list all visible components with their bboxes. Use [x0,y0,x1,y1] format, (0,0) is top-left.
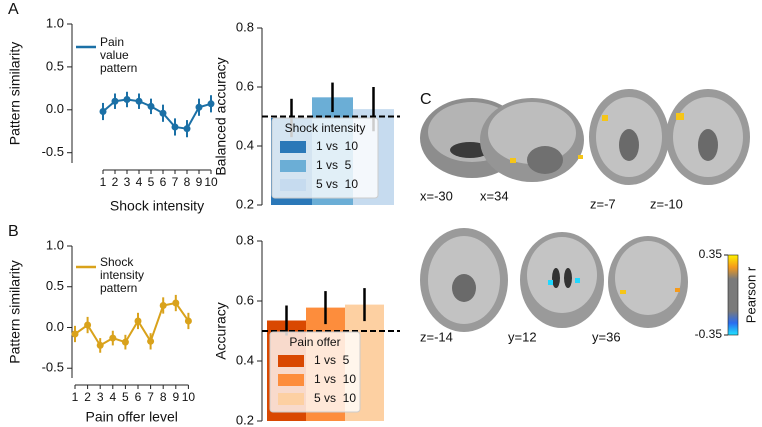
slice-label: z=-14 [420,329,453,344]
point [147,102,155,110]
legend-box: Shock intensity pattern [100,256,145,295]
point [109,334,117,342]
legend-swatch [280,141,306,153]
point [172,299,180,307]
x-tick-label: 9 [196,175,203,189]
point [84,321,92,329]
legend-label: 5 vs 10 [314,391,356,405]
x-tick-label: 5 [122,390,129,404]
legend-swatch [278,393,304,405]
y-tick-label: 0.6 [236,292,254,307]
point [184,317,192,325]
y-tick-label: -0.5 [42,360,64,375]
x-tick-label: 8 [160,390,167,404]
point [71,330,79,338]
legend-label: 1 vs 10 [316,139,358,153]
point [147,337,155,345]
x-tick-label: 3 [97,390,104,404]
x-tick-label: 7 [147,390,154,404]
series-line [102,98,212,130]
point [111,97,119,105]
y-axis-label: Accuracy [213,302,229,360]
panel-label: B [8,223,19,240]
x-tick-label: 1 [100,175,107,189]
point [207,100,215,108]
y-tick-label: 0.2 [236,412,254,427]
y-tick-label: 1.0 [46,237,64,252]
slice-label: z=-7 [590,196,616,211]
y-tick-label: 0.8 [236,19,254,34]
x-tick-label: 3 [124,175,131,189]
legend-box [271,117,379,199]
colorbar-tick-label: 0.35 [699,247,723,261]
slice-label: x=-30 [420,188,453,203]
panel-label: C [420,91,432,108]
point [96,341,104,349]
y-tick-label: 0.2 [236,196,254,211]
legend-box [269,331,361,413]
point [195,103,203,111]
legend-title: Pain offer [289,335,340,349]
point [99,108,107,116]
point [171,123,179,131]
y-axis-label: Pattern similarity [7,260,23,363]
x-tick-label: 10 [182,390,196,404]
legend-label: 1 vs 5 [316,158,352,172]
x-tick-label: 8 [184,175,191,189]
x-tick-label: 6 [135,390,142,404]
series-line [74,301,190,347]
panel-label: A [8,1,19,18]
colorbar-tick-label: -0.35 [695,327,723,341]
x-tick-label: 4 [109,390,116,404]
slice-label: z=-10 [650,196,683,211]
point [134,317,142,325]
legend-label: Pain value pattern [100,36,138,75]
legend-label: 5 vs 10 [316,177,358,191]
y-axis-label: Balanced accuracy [213,57,229,175]
y-tick-label: 0.8 [236,232,254,247]
brain-images [420,89,750,336]
legend-label: Shock intensity pattern [100,256,145,295]
x-tick-label: 6 [160,175,167,189]
legend-label: 1 vs 5 [314,353,350,367]
point [159,109,167,117]
slice-label: x=34 [480,188,509,203]
x-tick-label: 7 [172,175,179,189]
slice-label: y=12 [508,329,537,344]
point [123,96,131,104]
legend-swatch [278,374,304,386]
point [121,338,129,346]
y-tick-label: 0.5 [46,278,64,293]
point [183,125,191,133]
slice-label: y=36 [592,329,621,344]
legend-swatch [280,160,306,172]
colorbar-label: Pearson r [743,266,758,323]
x-tick-label: 1 [72,390,79,404]
x-tick-label: 9 [172,390,179,404]
y-tick-label: -0.5 [42,144,64,159]
y-tick-label: 0.4 [236,352,254,367]
point [135,97,143,105]
legend-label: 1 vs 10 [314,372,356,386]
legend-title: Shock intensity [285,121,366,135]
y-tick-label: 0.0 [46,319,64,334]
legend-box: Pain value pattern [100,36,138,75]
y-tick-label: 0.6 [236,78,254,93]
legend-swatch [280,179,306,191]
point [159,301,167,309]
y-tick-label: 1.0 [46,15,64,30]
x-axis-label: Shock intensity [110,198,204,214]
x-axis-label: Pain offer level [86,409,178,425]
y-tick-label: 0.0 [46,101,64,116]
x-tick-label: 2 [112,175,119,189]
x-tick-label: 4 [136,175,143,189]
y-tick-label: 0.4 [236,137,254,152]
x-tick-label: 2 [84,390,91,404]
x-tick-label: 5 [148,175,155,189]
y-tick-label: 0.5 [46,58,64,73]
x-tick-label: 10 [204,175,218,189]
legend-swatch [278,355,304,367]
y-axis-label: Pattern similarity [7,42,23,145]
